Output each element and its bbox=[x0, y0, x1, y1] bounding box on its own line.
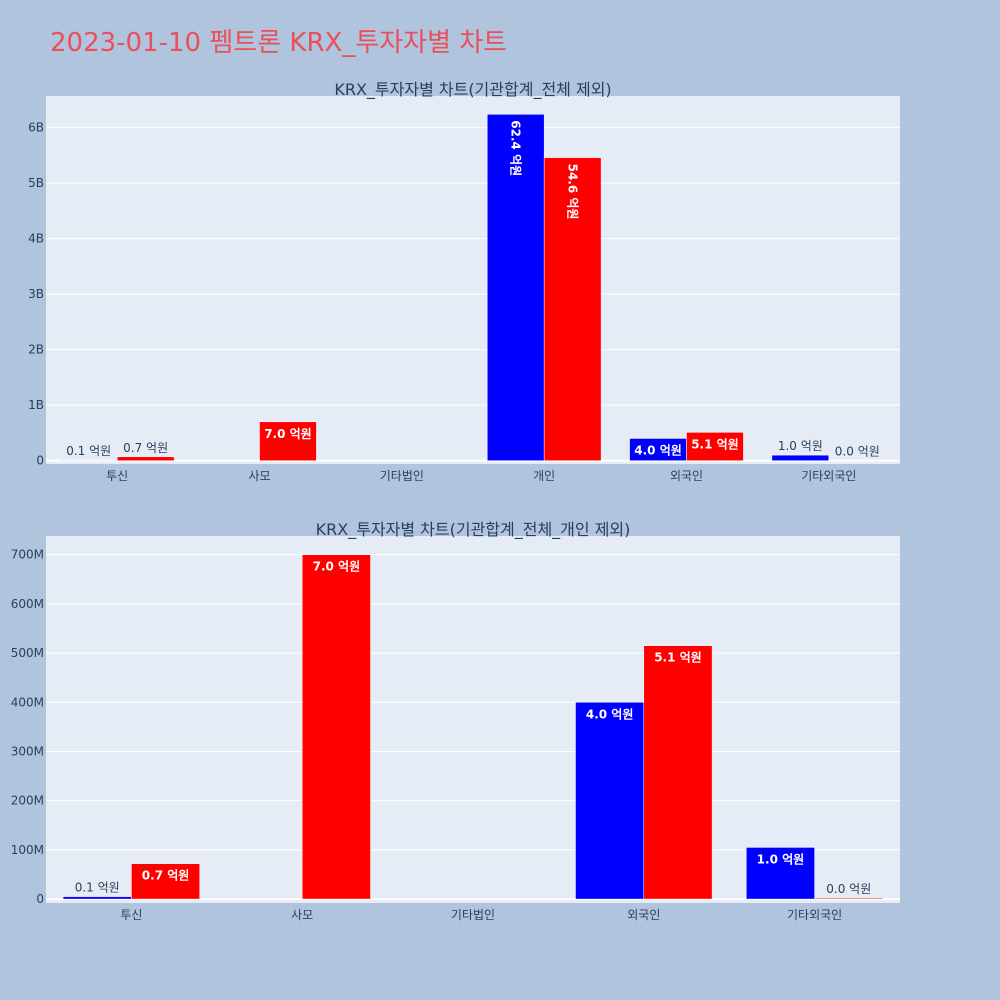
data-label: 5.1 억원 bbox=[654, 651, 702, 665]
bar bbox=[62, 896, 132, 900]
y-tick-label: 400M bbox=[11, 695, 44, 709]
data-label: 5.1 억원 bbox=[691, 437, 739, 451]
investor-chart-all: 0 1B 2B 3B 4B 5B 6B KRX_투자자별 차트(기관합계_전체 제외) 투신 0.… bbox=[28, 80, 900, 483]
y-tick-label: 1B bbox=[28, 398, 44, 412]
data-label: 1.0 억원 bbox=[757, 852, 805, 866]
data-label: 7.0 억원 bbox=[313, 560, 361, 574]
x-tick-label: 기타법인 bbox=[380, 469, 424, 483]
bar bbox=[543, 157, 602, 461]
y-tick-label: 300M bbox=[11, 744, 44, 758]
plot-area bbox=[46, 96, 900, 464]
bar bbox=[116, 456, 175, 461]
y-tick-label: 3B bbox=[28, 287, 44, 301]
data-label: 0.1 억원 bbox=[66, 444, 111, 458]
x-tick-label: 개인 bbox=[533, 469, 555, 483]
x-tick-label: 외국인 bbox=[670, 469, 703, 483]
bar bbox=[771, 454, 830, 461]
x-tick-label: 사모 bbox=[248, 469, 270, 483]
data-label: 0.0 억원 bbox=[826, 882, 871, 896]
chart-title: KRX_투자자별 차트(기관합계_전체_개인 제외) bbox=[316, 520, 631, 540]
data-label: 62.4 억원 bbox=[509, 120, 523, 176]
data-label: 0.0 억원 bbox=[835, 445, 880, 459]
y-tick-label: 0 bbox=[36, 892, 44, 906]
y-tick-label: 100M bbox=[11, 843, 44, 857]
y-tick-label: 700M bbox=[11, 548, 44, 562]
bar bbox=[59, 459, 118, 461]
y-tick-label: 5B bbox=[28, 176, 44, 190]
bar bbox=[686, 432, 744, 461]
x-tick-label: 투신 bbox=[106, 469, 128, 483]
bar bbox=[814, 897, 884, 900]
data-label: 0.1 억원 bbox=[75, 881, 120, 895]
y-tick-label: 500M bbox=[11, 646, 44, 660]
bar bbox=[643, 645, 713, 900]
chart-title: KRX_투자자별 차트(기관합계_전체 제외) bbox=[334, 80, 611, 100]
data-label: 4.0 억원 bbox=[586, 707, 634, 721]
x-tick-label: 기타외국인 bbox=[801, 469, 856, 483]
y-tick-label: 6B bbox=[28, 121, 44, 135]
bar bbox=[259, 421, 317, 461]
x-tick-label: 투신 bbox=[120, 908, 142, 922]
y-tick-label: 4B bbox=[28, 232, 44, 246]
data-label: 7.0 억원 bbox=[264, 427, 312, 441]
y-tick-label: 600M bbox=[11, 597, 44, 611]
data-label: 4.0 억원 bbox=[634, 443, 682, 457]
data-label: 54.6 억원 bbox=[566, 164, 580, 220]
data-label: 0.7 억원 bbox=[123, 441, 168, 455]
y-tick-label: 0 bbox=[36, 454, 44, 468]
x-tick-label: 사모 bbox=[291, 908, 313, 922]
data-label: 0.7 억원 bbox=[142, 869, 190, 883]
x-tick-label: 외국인 bbox=[627, 908, 660, 922]
plot-area bbox=[46, 536, 900, 903]
bar bbox=[746, 847, 815, 900]
page-title: 2023-01-10 펨트론 KRX_투자자별 차트 bbox=[50, 28, 508, 58]
bar bbox=[131, 863, 200, 900]
bar bbox=[301, 554, 371, 900]
y-tick-label: 2B bbox=[28, 343, 44, 357]
x-tick-label: 기타외국인 bbox=[787, 908, 842, 922]
y-tick-label: 200M bbox=[11, 794, 44, 808]
bar bbox=[486, 114, 545, 461]
x-tick-label: 기타법인 bbox=[451, 908, 495, 922]
data-label: 1.0 억원 bbox=[778, 439, 823, 453]
investor-chart-excl-individual: 0 100M 200M 300M 400M 500M 600M 700M KRX_투자자별 차트… bbox=[11, 520, 900, 922]
bar bbox=[575, 702, 645, 900]
